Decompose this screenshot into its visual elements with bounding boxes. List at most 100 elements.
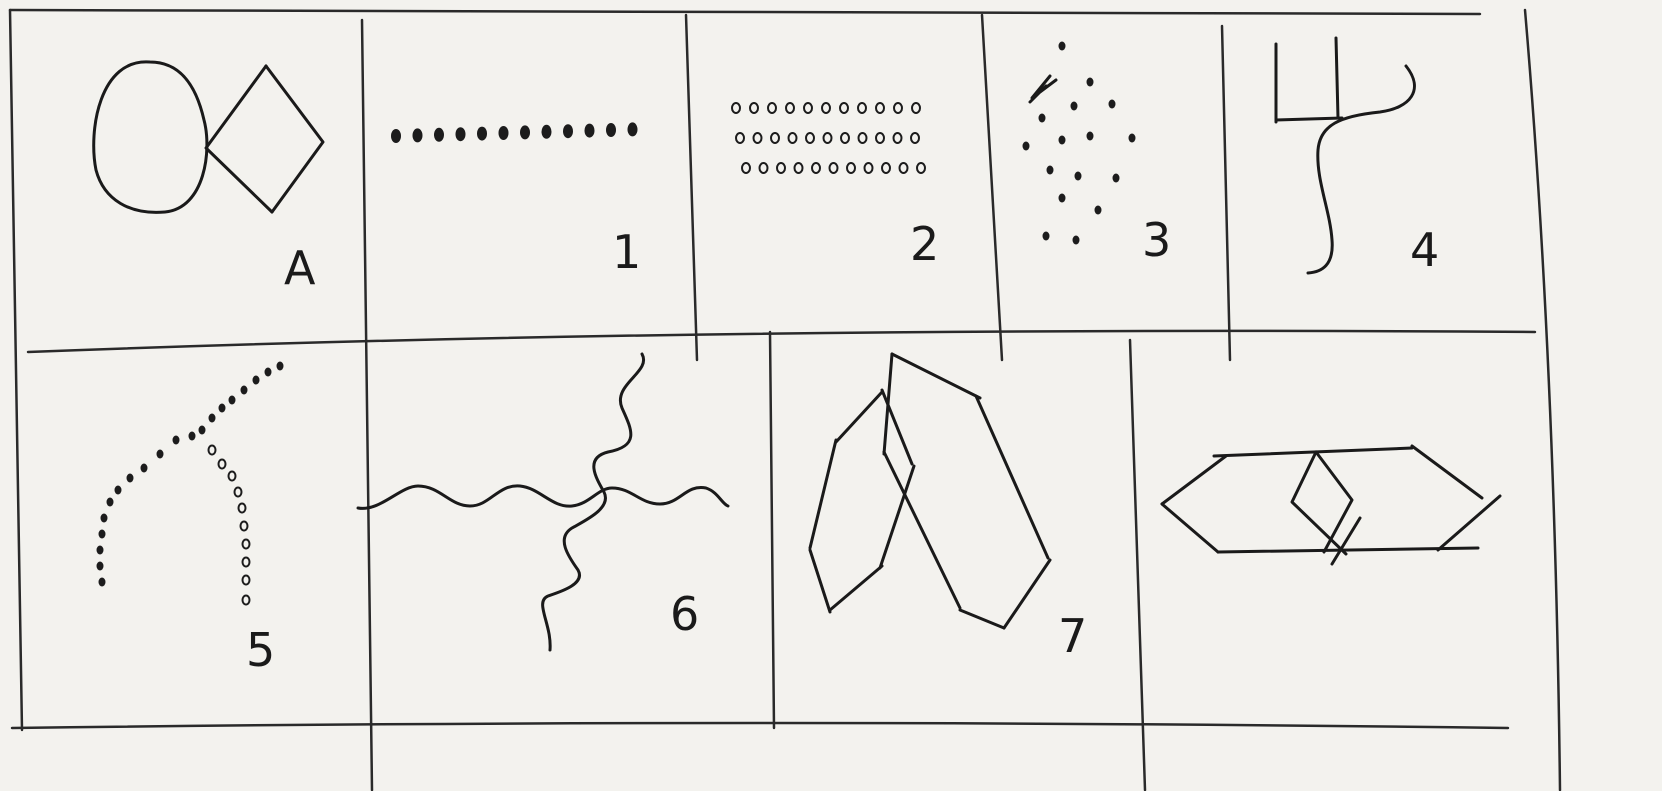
figure-3-dot: [1074, 171, 1082, 181]
figure-2-dot: [731, 102, 741, 114]
figure-3-dot: [1072, 235, 1080, 245]
figure-6: 6: [356, 352, 730, 652]
figure-2-dot: [893, 102, 903, 114]
figure-5-dot: [276, 361, 284, 371]
figure-5-dot: [198, 425, 206, 435]
figure-5-dot: [114, 485, 122, 495]
figure-2-dot: [910, 132, 920, 144]
figure-5-dot: [208, 413, 216, 423]
figure-2-dot: [785, 102, 795, 114]
figure-5-dot: [156, 449, 164, 459]
label-5: 5: [246, 623, 275, 677]
figure-2-dot: [776, 162, 786, 174]
figure-1-dot: [498, 126, 509, 140]
figure-5-dot: [100, 513, 108, 523]
figure-3-dot: [1108, 99, 1116, 109]
figure-2-dot: [898, 162, 909, 174]
figure-2-dot: [735, 132, 745, 144]
figure-3-dot: [1112, 173, 1120, 183]
figure-2-dot: [752, 132, 763, 144]
figure-2-dot: [821, 102, 831, 114]
figure-5: [96, 361, 284, 606]
figure-2: [731, 102, 926, 174]
label-3: 3: [1142, 213, 1171, 267]
figure-2-dot: [770, 132, 780, 144]
figure-5-dot: [218, 403, 226, 413]
figure-2-dot: [811, 162, 821, 174]
figure-3-dot: [1038, 113, 1046, 123]
figure-1-dot: [541, 124, 552, 139]
figure-2-dot: [805, 132, 815, 144]
figure-2-dot: [803, 102, 813, 114]
figure-5-dot: [241, 574, 251, 586]
figure-5-dot: [126, 473, 134, 483]
figure-2-dot: [875, 102, 885, 114]
figure-1-dot: [584, 123, 595, 138]
figure-3: [1022, 41, 1136, 245]
figure-2-dot: [822, 132, 833, 144]
figure-5-dot: [237, 502, 247, 514]
figure-1-dot: [477, 126, 487, 141]
figure-3-dot: [1094, 205, 1102, 215]
figure-5-dot: [217, 458, 227, 470]
figure-3-dot: [1128, 133, 1136, 143]
figure-5-dot: [188, 431, 196, 441]
figure-5-dot: [140, 463, 148, 473]
label-2: 2: [910, 217, 939, 271]
figure-8: [1160, 444, 1502, 566]
figure-5-dot: [241, 594, 251, 606]
figure-7: 7: [808, 352, 1087, 663]
figure-1-dot: [391, 129, 401, 143]
figure-5-dot: [172, 435, 180, 445]
figure-1-dot: [606, 123, 616, 137]
figure-2-dot: [758, 162, 769, 174]
figure-2-dot: [749, 102, 759, 114]
figure-5-dot: [228, 395, 236, 405]
figure-3-dot: [1058, 41, 1066, 51]
figure-5-dot: [96, 561, 104, 571]
figure-2-dot: [839, 102, 849, 114]
figure-2-dot: [892, 132, 903, 144]
figure-5-dot: [233, 486, 243, 498]
figure-3-dot: [1042, 231, 1050, 241]
figure-3-dot: [1070, 101, 1078, 111]
figure-3-dot: [1022, 141, 1030, 151]
figure-5-dot: [96, 545, 104, 555]
figure-2-dot: [916, 162, 926, 174]
figure-2-dot: [846, 162, 856, 174]
figure-5-dot: [264, 367, 272, 377]
figure-1-dot: [520, 125, 530, 140]
grid-lines: [8, 8, 1562, 791]
figure-1-dot: [434, 127, 444, 142]
figure-5-dot: [240, 385, 248, 395]
figure-5-dot: [106, 497, 114, 507]
figure-1-dot: [412, 128, 423, 143]
figure-5-dot: [98, 529, 106, 539]
figure-2-dot: [911, 102, 921, 114]
figure-5-dot: [227, 470, 237, 482]
figure-5-dot: [239, 520, 249, 532]
figure-3-scribble: [1028, 74, 1058, 104]
figure-3-dot: [1058, 135, 1066, 145]
label-4: 4: [1410, 223, 1439, 277]
figure-2-dot: [881, 162, 891, 174]
figure-1-dot: [627, 122, 638, 137]
figure-2-dot: [863, 162, 874, 174]
figure-2-dot: [793, 162, 804, 174]
figure-5-dot: [241, 538, 251, 550]
figure-2-dot: [787, 132, 798, 144]
figure-5-dot: [241, 556, 251, 568]
figure-5-dot: [207, 444, 217, 456]
figure-2-dot: [857, 102, 867, 114]
figure-2-dot: [840, 132, 850, 144]
label-6: 6: [670, 587, 699, 641]
figure-2-dot: [741, 162, 751, 174]
figure-3-dot: [1086, 131, 1094, 141]
label-1: 1: [612, 225, 641, 279]
figure-1-dot: [563, 124, 573, 139]
figure-5-dot: [98, 577, 106, 587]
figure-4: 4: [1274, 36, 1439, 277]
figure-a: A: [92, 60, 325, 295]
figure-2-dot: [767, 102, 777, 114]
